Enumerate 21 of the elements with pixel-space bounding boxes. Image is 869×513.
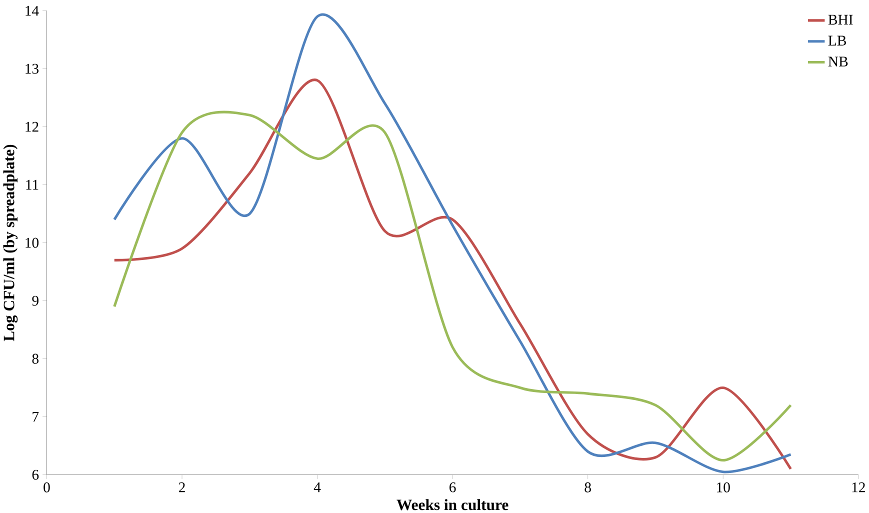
y-tick-label: 13 bbox=[26, 64, 39, 74]
y-tick-label: 6 bbox=[32, 470, 39, 480]
y-tick-label: 7 bbox=[32, 412, 39, 422]
x-tick-label: 12 bbox=[852, 482, 865, 492]
y-tick-label: 9 bbox=[32, 296, 38, 306]
y-tick-label: 8 bbox=[32, 354, 39, 364]
x-tick-label: 0 bbox=[44, 482, 50, 492]
y-tick-label: 14 bbox=[26, 6, 39, 16]
legend-label: LB bbox=[828, 36, 846, 46]
x-tick-label: 10 bbox=[717, 482, 730, 492]
x-tick-label: 2 bbox=[178, 482, 185, 492]
legend-label: BHI bbox=[828, 14, 853, 24]
x-tick-label: 6 bbox=[450, 482, 456, 492]
x-tick-label: 4 bbox=[314, 482, 321, 492]
y-tick-label: 12 bbox=[26, 122, 38, 132]
y-tick-label: 10 bbox=[26, 238, 39, 248]
legend-label: NB bbox=[828, 56, 848, 66]
y-axis-title: Log CFU/ml (by spreadplate) bbox=[3, 144, 18, 341]
x-axis-title: Weeks in culture bbox=[396, 498, 508, 510]
y-tick-label: 11 bbox=[26, 180, 38, 190]
x-tick-label: 8 bbox=[584, 482, 591, 492]
